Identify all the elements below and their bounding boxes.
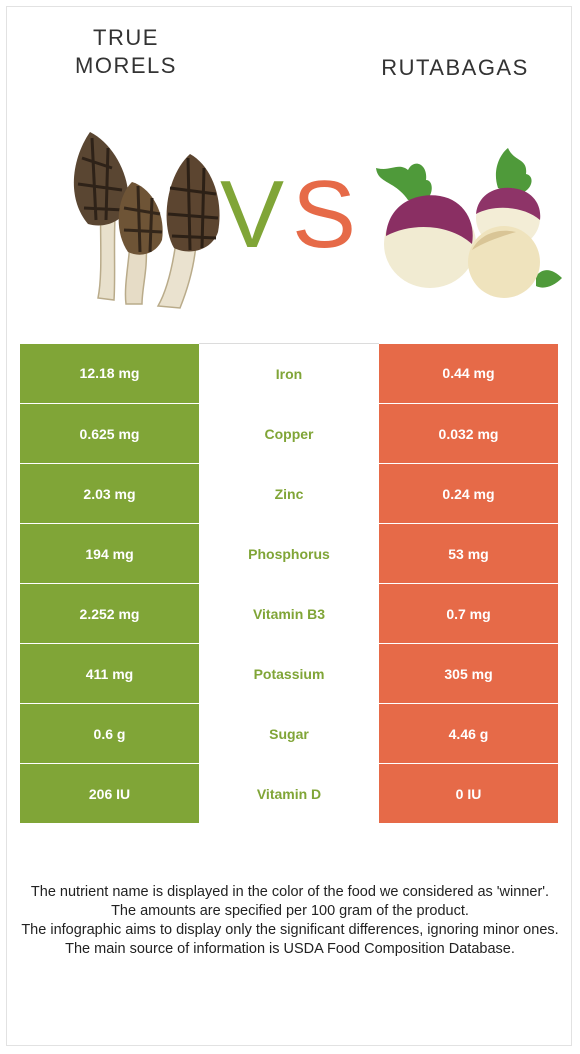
- right-food-title: RUTABAGAS: [381, 55, 529, 80]
- right-value: 0.032 mg: [379, 403, 558, 464]
- table-row: 2.252 mg Vitamin B3 0.7 mg: [20, 583, 558, 644]
- nutrient-name: Vitamin D: [199, 763, 379, 824]
- infographic-frame: [6, 6, 572, 1046]
- vs-letter-s: S: [292, 161, 357, 268]
- left-value: 0.6 g: [20, 703, 199, 764]
- right-value: 0.7 mg: [379, 583, 558, 644]
- comparison-table: 12.18 mg Iron 0.44 mg 0.625 mg Copper 0.032 m…: [20, 343, 558, 824]
- nutrient-name: Phosphorus: [199, 523, 379, 584]
- left-value: 411 mg: [20, 643, 199, 704]
- table-row: 0.6 g Sugar 4.46 g: [20, 703, 558, 764]
- right-value: 0.44 mg: [379, 343, 558, 404]
- right-value: 0.24 mg: [379, 463, 558, 524]
- left-value: 12.18 mg: [20, 343, 199, 404]
- footer-notes: The nutrient name is displayed in the co…: [16, 883, 564, 959]
- table-row: 2.03 mg Zinc 0.24 mg: [20, 463, 558, 524]
- left-value: 2.252 mg: [20, 583, 199, 644]
- left-value: 194 mg: [20, 523, 199, 584]
- table-row: 0.625 mg Copper 0.032 mg: [20, 403, 558, 464]
- nutrient-name: Copper: [199, 403, 379, 464]
- right-value: 4.46 g: [379, 703, 558, 764]
- nutrient-name: Sugar: [199, 703, 379, 764]
- table-row: 411 mg Potassium 305 mg: [20, 643, 558, 704]
- table-row: 194 mg Phosphorus 53 mg: [20, 523, 558, 584]
- nutrient-name: Vitamin B3: [199, 583, 379, 644]
- nutrient-name: Potassium: [199, 643, 379, 704]
- morels-image: [73, 132, 220, 309]
- left-value: 0.625 mg: [20, 403, 199, 464]
- nutrient-name: Zinc: [199, 463, 379, 524]
- left-value: 2.03 mg: [20, 463, 199, 524]
- table-row: 12.18 mg Iron 0.44 mg: [20, 343, 558, 404]
- rutabagas-image: [376, 148, 562, 298]
- right-value: 53 mg: [379, 523, 558, 584]
- footer-line: The nutrient name is displayed in the co…: [30, 884, 550, 900]
- left-value: 206 IU: [20, 763, 199, 824]
- left-food-title: TRUE MORELS: [75, 25, 177, 78]
- footer-line: The infographic aims to display only the…: [21, 922, 559, 938]
- right-value: 305 mg: [379, 643, 558, 704]
- footer-line: The main source of information is USDA F…: [65, 941, 515, 957]
- nutrient-name: Iron: [199, 343, 379, 404]
- footer-line: The amounts are specified per 100 gram o…: [111, 903, 469, 919]
- right-value: 0 IU: [379, 763, 558, 824]
- vs-letter-v: V: [220, 161, 285, 268]
